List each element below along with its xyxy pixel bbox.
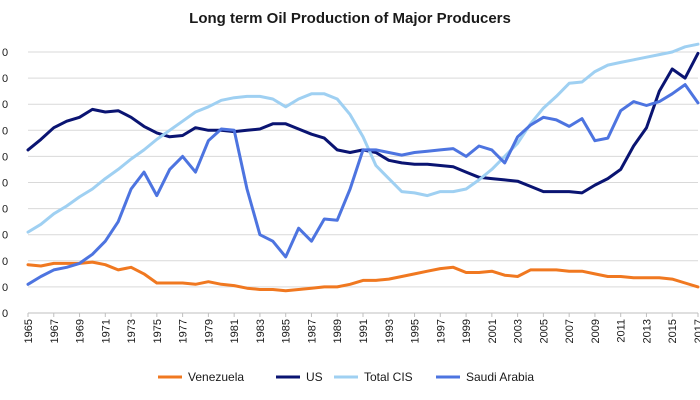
legend-label: Venezuela (188, 370, 244, 384)
chart-title: Long term Oil Production of Major Produc… (189, 10, 511, 27)
series-lines (26, 42, 700, 293)
y-tick-label: 0 (2, 125, 8, 137)
y-tick-label: 0 (2, 151, 8, 163)
x-tick-label: 1967 (49, 319, 61, 343)
legend-label: Total CIS (364, 370, 413, 384)
legend-label: US (306, 370, 323, 384)
series-line-saudi-arabia (26, 83, 700, 286)
axes: 0 0 0 0 0 0 0 0 0 0 0 1965 1967 1969 1971 1973 1975 1977 1… (2, 47, 700, 343)
x-tick-label: 2007 (564, 319, 576, 343)
x-tick-label: 1977 (178, 319, 190, 343)
x-tick-label: 2013 (641, 319, 653, 343)
x-tick-label: 2001 (487, 319, 499, 343)
y-tick-label: 0 (2, 99, 8, 111)
series-line-total-cis (26, 42, 700, 234)
x-tick-label: 1997 (435, 319, 447, 343)
x-tick-label: 1999 (461, 319, 473, 343)
x-tick-label: 1979 (203, 319, 215, 343)
x-tick-label: 1989 (332, 319, 344, 343)
x-tick-label: 1995 (410, 319, 422, 343)
x-tick-label: 2015 (667, 319, 679, 343)
x-tick-label: 1987 (306, 319, 318, 343)
x-tick-label: 2005 (538, 319, 550, 343)
x-tick-label: 2009 (590, 319, 602, 343)
y-tick-label: 0 (2, 204, 8, 216)
x-tick-label: 1973 (126, 319, 138, 343)
x-tick-label: 1965 (23, 319, 35, 343)
x-tick-label: 2003 (513, 319, 525, 343)
y-tick-label: 0 (2, 47, 8, 59)
x-tick-label: 1983 (255, 319, 267, 343)
legend-label: Saudi Arabia (466, 370, 534, 384)
x-tick-label: 1993 (384, 319, 396, 343)
y-tick-label: 0 (2, 308, 8, 320)
series-line-us (26, 51, 700, 195)
x-tick-label: 1975 (152, 319, 164, 343)
x-tick-label: 1985 (281, 319, 293, 343)
x-tick-label: 1991 (358, 319, 370, 343)
legend: Venezuela US Total CIS Saudi Arabia (158, 370, 534, 384)
y-tick-label: 0 (2, 230, 8, 242)
y-tick-label: 0 (2, 282, 8, 294)
y-tick-label: 0 (2, 73, 8, 85)
x-tick-label: 1969 (75, 319, 87, 343)
x-tick-label: 2017 (693, 319, 700, 343)
x-tick-label: 2011 (616, 319, 628, 343)
y-tick-label: 0 (2, 256, 8, 268)
series-line-venezuela (26, 260, 700, 293)
x-tick-label: 1981 (229, 319, 241, 343)
x-tick-label: 1971 (100, 319, 112, 343)
y-tick-label: 0 (2, 178, 8, 190)
